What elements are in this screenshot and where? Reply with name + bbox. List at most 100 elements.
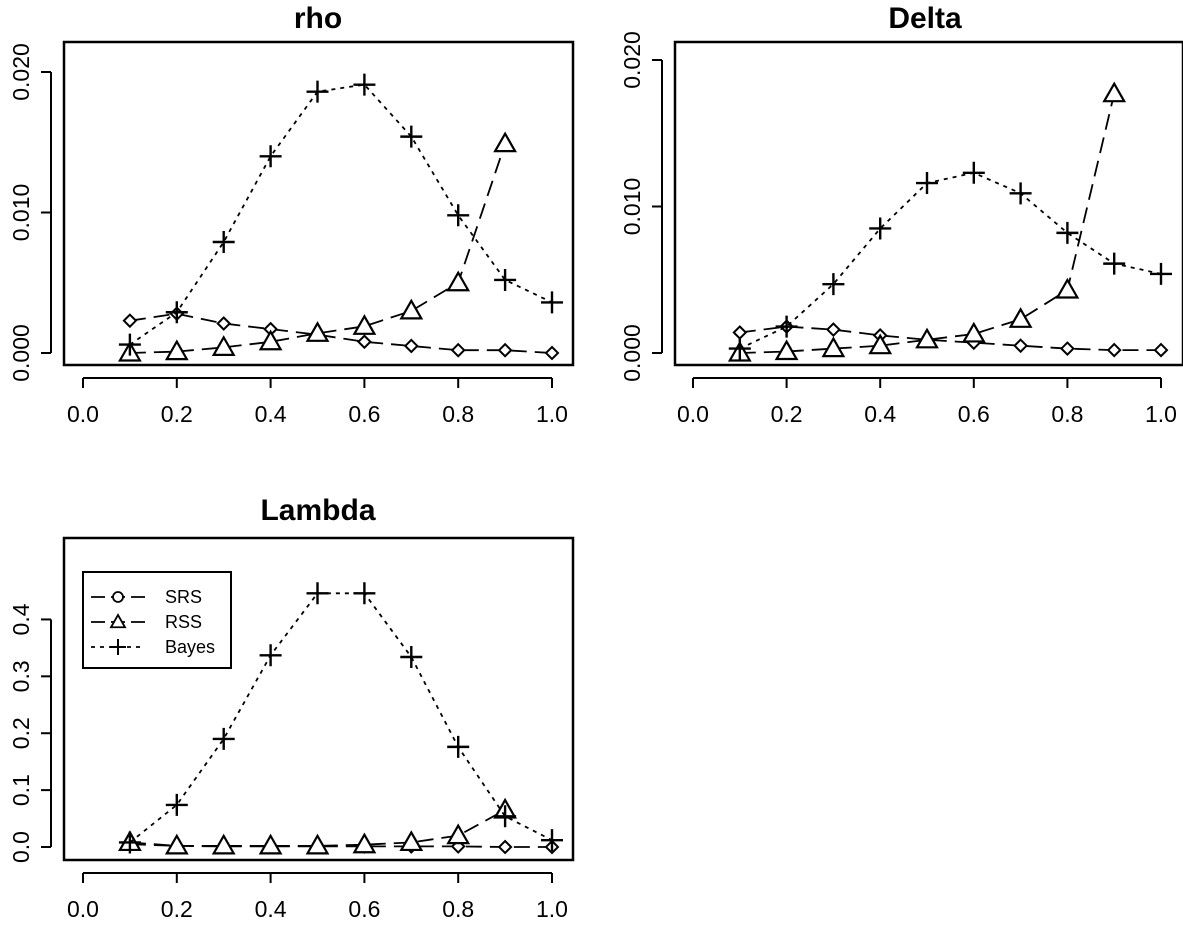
x-tick-label: 0.8 [1051, 401, 1083, 427]
legend-marker-rss [109, 613, 127, 629]
data-point-rss [774, 339, 799, 361]
x-tick-label: 0.0 [67, 896, 99, 922]
series-line-rss [739, 93, 1116, 354]
y-tick-label: 0.010 [8, 184, 34, 242]
legend-marker-bayes [110, 639, 126, 655]
data-point-bayes [822, 273, 845, 296]
data-point-srs [1013, 338, 1029, 354]
data-point-bayes [447, 735, 470, 758]
x-tick-label: 0.8 [442, 896, 474, 922]
data-point-bayes [962, 161, 985, 184]
data-point-rss [258, 833, 283, 855]
x-tick-label: 0.2 [161, 401, 193, 427]
data-point-rss [1055, 277, 1080, 299]
x-tick-label: 1.0 [1145, 401, 1177, 427]
data-point-bayes [1009, 182, 1032, 205]
data-point-bayes [306, 80, 329, 103]
y-tick-label: 0.020 [8, 43, 34, 101]
chart-title: Delta [888, 2, 962, 35]
y-tick-label: 0.0 [8, 831, 34, 863]
data-point-rss [1008, 307, 1033, 328]
data-point-bayes [775, 315, 798, 338]
data-point-bayes [118, 333, 141, 356]
chart-title: rho [294, 2, 342, 35]
y-tick-label: 0.1 [8, 774, 34, 806]
data-point-bayes [259, 644, 282, 667]
x-tick-label: 0.2 [161, 896, 193, 922]
data-point-bayes [353, 73, 376, 96]
data-point-rss [164, 339, 189, 361]
data-point-srs [450, 342, 466, 358]
series-line-bayes [129, 83, 553, 346]
x-tick-label: 0.4 [255, 401, 287, 427]
x-tick-label: 0.8 [442, 401, 474, 427]
panel-0: rho 0.0 0.2 0.4 0.6 0.8 1.0 0.000 0.010 0.020 [8, 2, 575, 427]
data-point-bayes [494, 805, 517, 828]
data-point-rss [446, 823, 471, 845]
data-point-bayes [1056, 221, 1079, 244]
data-point-bayes [212, 727, 235, 750]
data-point-bayes [212, 231, 235, 254]
data-point-rss [258, 329, 283, 351]
x-tick-label: 0.4 [864, 401, 896, 427]
x-tick-label: 0.6 [958, 401, 990, 427]
legend-label-bayes: Bayes [165, 637, 215, 657]
data-point-srs [122, 313, 138, 329]
data-point-bayes [1103, 252, 1126, 275]
data-point-rss [399, 298, 424, 320]
data-point-rss [211, 833, 236, 855]
data-point-bayes [306, 582, 329, 605]
data-point-bayes [728, 337, 751, 360]
data-point-bayes [353, 582, 376, 605]
data-point-bayes [1150, 262, 1172, 285]
legend-marker-srs [112, 591, 124, 603]
x-tick-label: 0.6 [348, 896, 380, 922]
x-tick-label: 0.0 [67, 401, 99, 427]
data-point-srs [497, 839, 513, 855]
data-point-rss [868, 333, 893, 355]
data-point-bayes [541, 829, 563, 852]
data-point-rss [164, 833, 189, 855]
data-point-bayes [916, 172, 938, 195]
panel-2: Lambda 0.0 0.2 0.4 0.6 0.8 1.0 0.0 0.1 0.2 0.3 0.4 S… [8, 494, 575, 922]
y-tick-label: 0.020 [619, 31, 645, 89]
plot-frame [62, 536, 575, 862]
series-line-srs [739, 325, 1161, 351]
series-line-srs [129, 312, 553, 354]
plot-frame [62, 40, 575, 367]
data-point-srs [1059, 341, 1075, 357]
y-tick-label: 0.2 [8, 717, 34, 749]
x-tick-label: 1.0 [536, 401, 568, 427]
data-point-srs [544, 345, 560, 361]
data-point-rss [399, 830, 424, 852]
x-tick-label: 0.0 [677, 401, 709, 427]
data-point-bayes [165, 301, 188, 324]
chart-title: Lambda [260, 494, 375, 527]
data-point-bayes [165, 793, 188, 816]
x-tick-label: 1.0 [536, 896, 568, 922]
data-point-srs [1153, 342, 1169, 358]
y-tick-label: 0.010 [619, 178, 645, 236]
y-tick-label: 0.4 [8, 603, 34, 635]
y-tick-label: 0.000 [8, 324, 34, 382]
data-point-bayes [118, 831, 141, 854]
data-point-rss [305, 833, 330, 855]
data-point-rss [493, 131, 517, 153]
data-point-rss [446, 270, 471, 292]
data-point-bayes [447, 204, 470, 227]
data-point-rss [352, 832, 377, 854]
series-line-srs [129, 843, 552, 848]
x-tick-label: 0.4 [255, 896, 287, 922]
legend-box [82, 571, 232, 669]
data-point-rss [305, 321, 330, 342]
y-tick-label: 0.3 [8, 660, 34, 692]
data-point-srs [403, 338, 419, 354]
data-point-rss [821, 336, 846, 358]
panel-1: Delta 0.0 0.2 0.4 0.6 0.8 1.0 0.000 0.010 0.020 [619, 2, 1183, 427]
data-point-srs [216, 316, 232, 331]
legend-label-rss: RSS [165, 612, 202, 632]
data-point-bayes [259, 145, 282, 168]
data-point-bayes [541, 291, 563, 314]
data-point-srs [825, 322, 841, 337]
data-point-srs [1106, 342, 1122, 358]
